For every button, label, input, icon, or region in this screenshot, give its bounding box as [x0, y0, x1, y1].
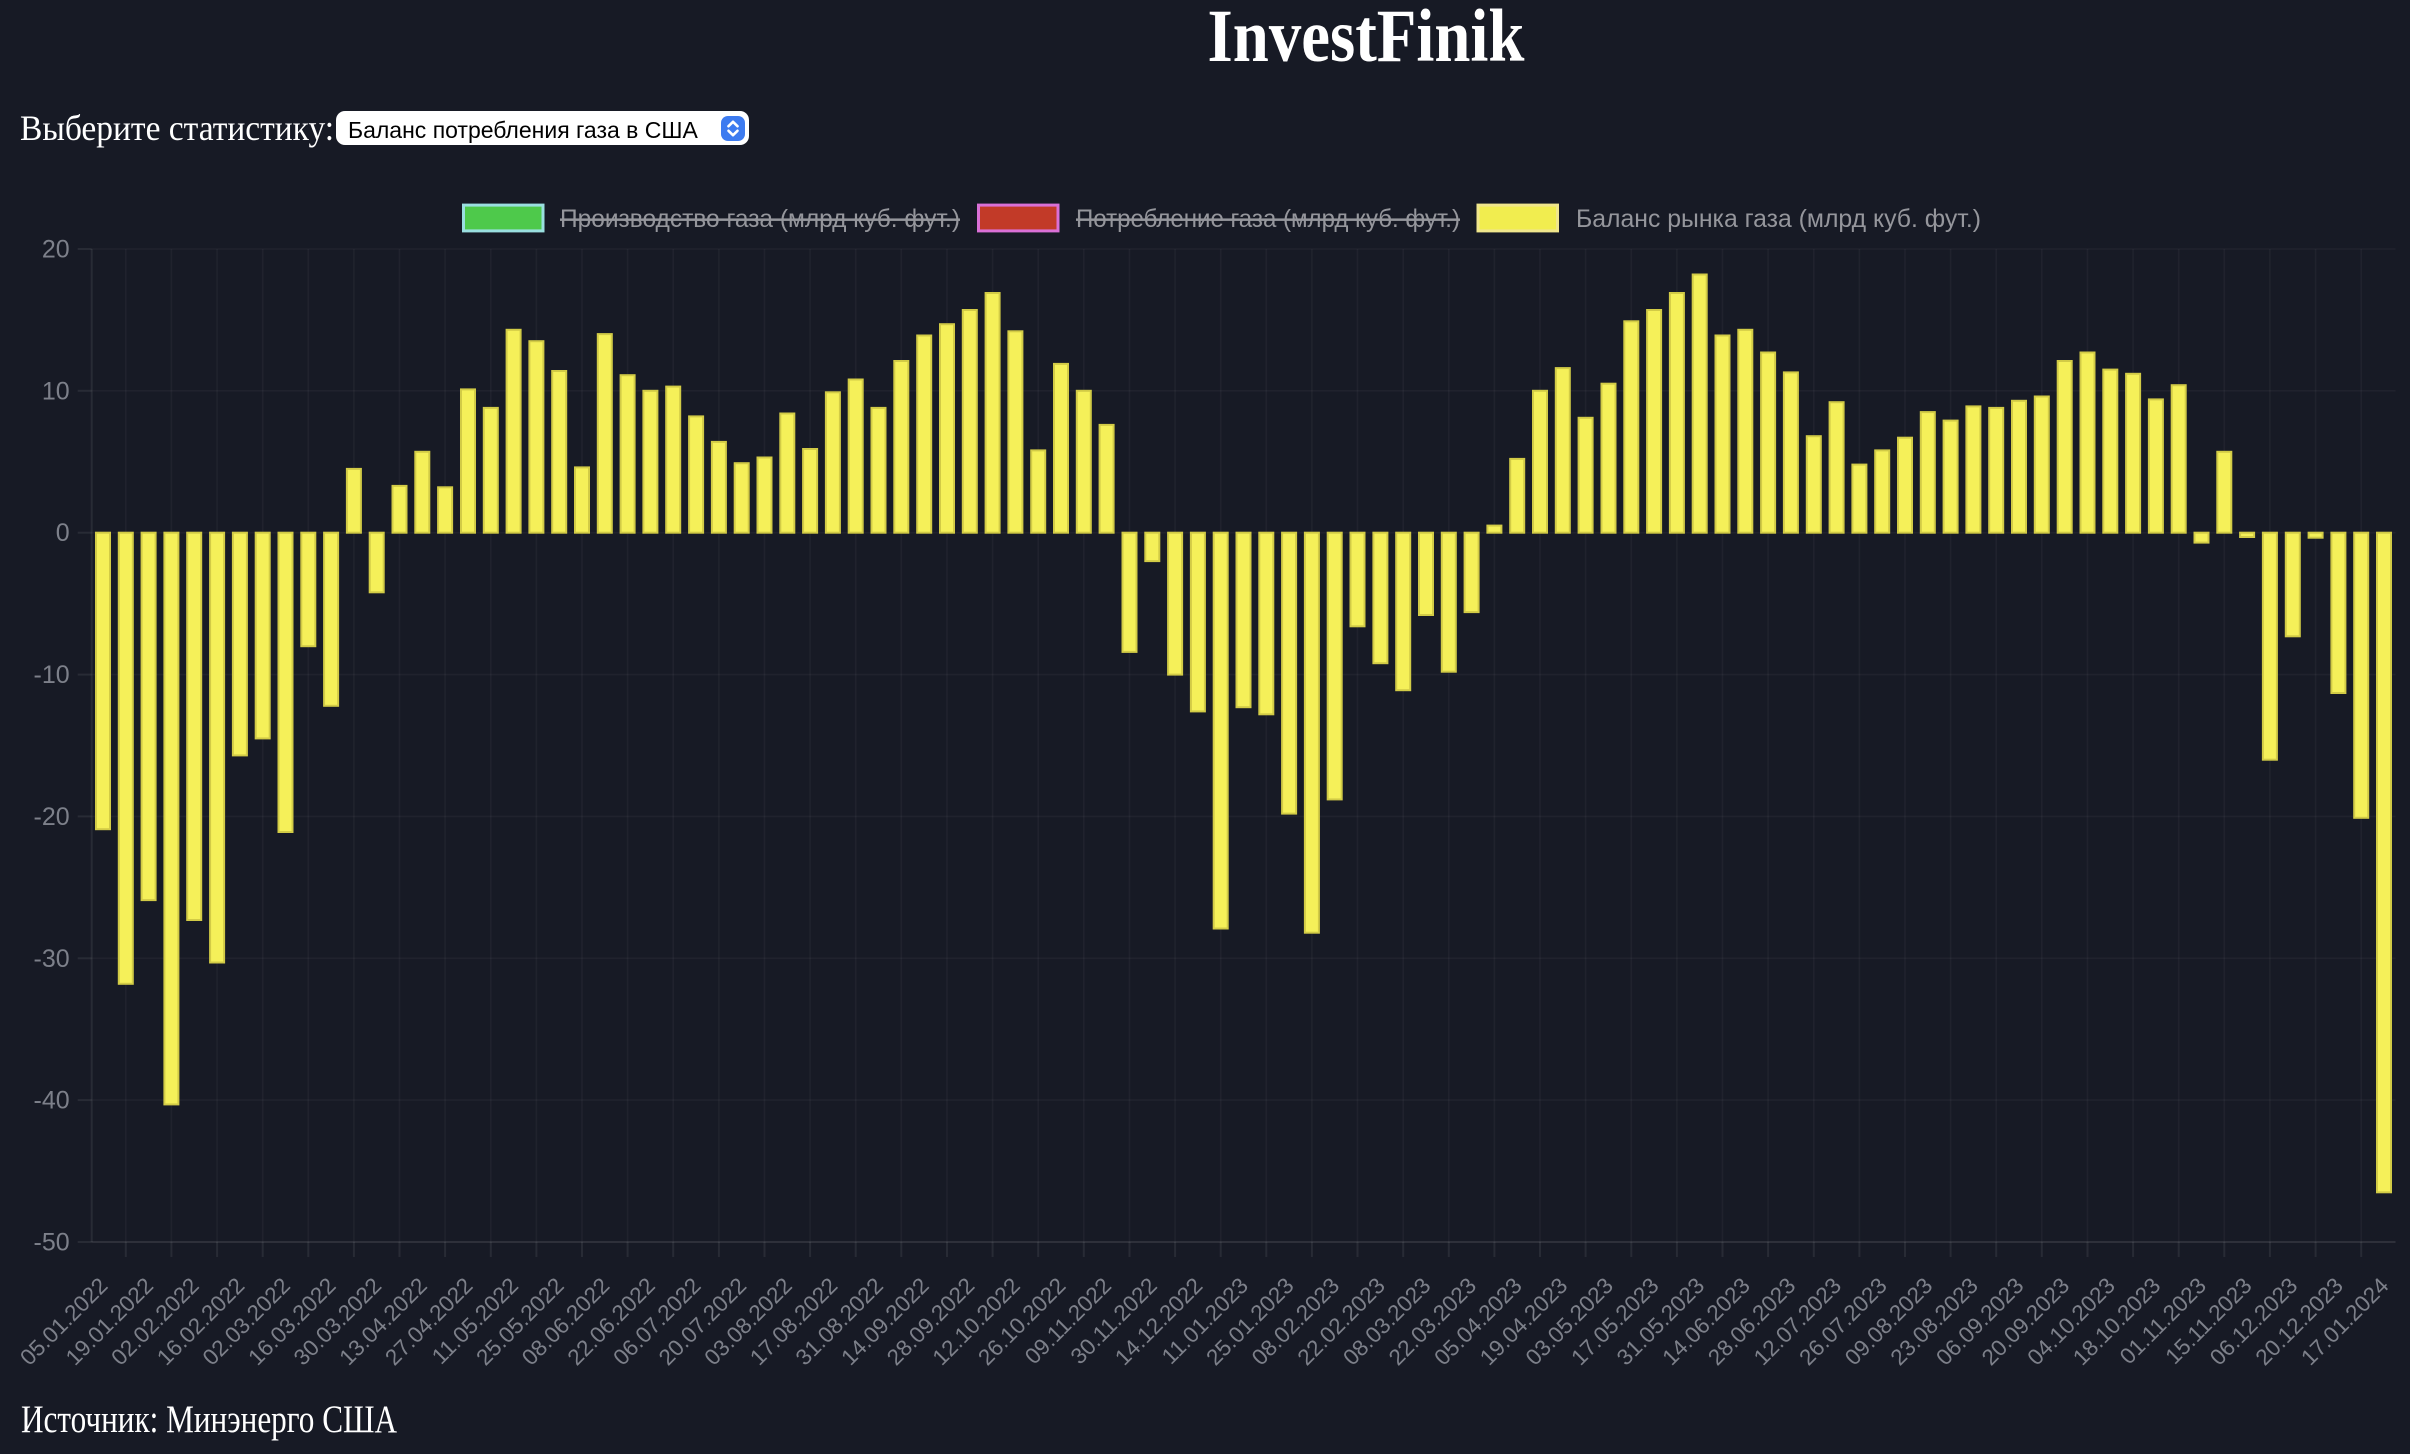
- svg-text:20: 20: [42, 236, 70, 264]
- svg-text:Потребление газа (млрд куб. фу: Потребление газа (млрд куб. фут.): [1076, 205, 1460, 233]
- svg-text:10: 10: [42, 377, 70, 405]
- svg-text:0: 0: [56, 519, 70, 547]
- svg-text:-40: -40: [34, 1087, 70, 1115]
- svg-text:-10: -10: [34, 661, 70, 689]
- svg-text:-30: -30: [34, 945, 70, 973]
- svg-text:-50: -50: [34, 1229, 70, 1257]
- svg-text:Производство газа (млрд куб. ф: Производство газа (млрд куб. фут.): [560, 205, 960, 233]
- svg-text:-20: -20: [34, 803, 70, 831]
- svg-text:Баланс рынка газа (млрд куб. ф: Баланс рынка газа (млрд куб. фут.): [1576, 205, 1981, 233]
